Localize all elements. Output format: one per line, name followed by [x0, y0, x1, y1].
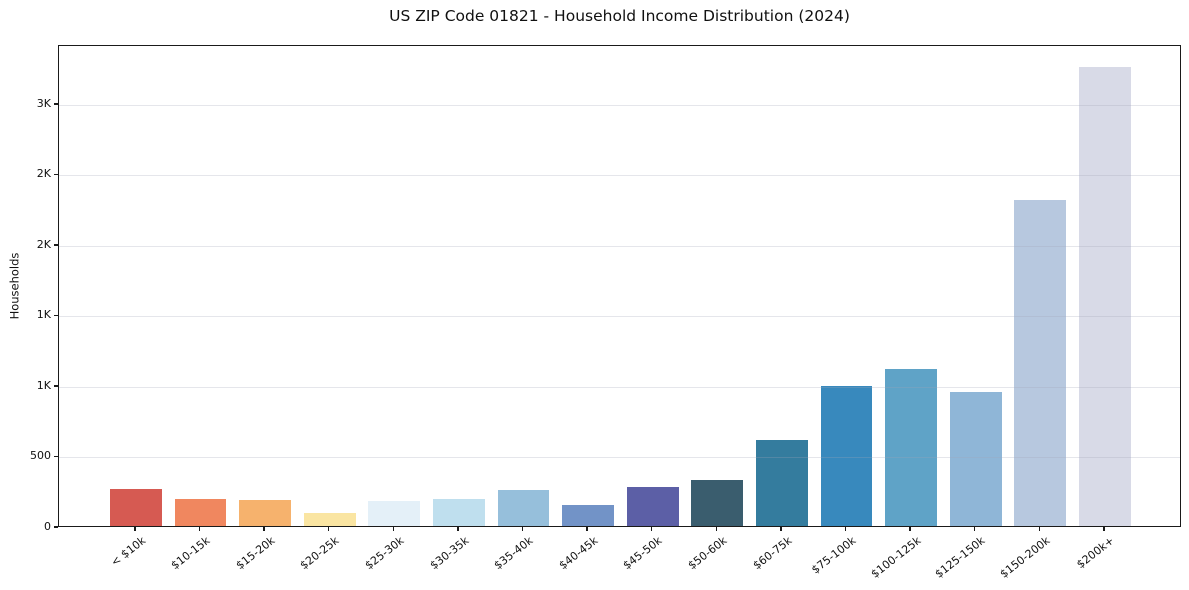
x-tick [973, 527, 976, 531]
bar [497, 490, 550, 526]
x-tick-label: < $10k [108, 534, 148, 569]
bar [368, 501, 421, 526]
x-tick [457, 527, 459, 531]
x-tick [1103, 527, 1105, 531]
x-tick-label: $35-40k [491, 534, 536, 573]
chart-title: US ZIP Code 01821 - Household Income Dis… [389, 7, 850, 25]
y-tick-label: 2K [36, 237, 51, 251]
bar [1079, 67, 1131, 526]
x-tick-label: $50-60k [685, 534, 730, 573]
bar [820, 386, 873, 526]
bar [626, 486, 679, 526]
x-tick [780, 527, 782, 531]
bar [174, 499, 227, 526]
bar [756, 440, 808, 526]
x-tick [521, 527, 524, 531]
x-tick [715, 527, 718, 531]
gridline [59, 104, 1180, 106]
x-tick [650, 527, 653, 531]
bar [562, 504, 614, 526]
x-tick [263, 527, 265, 531]
y-tick-label: 2K [36, 167, 51, 181]
x-tick-label: $75-100k [809, 534, 859, 577]
x-tick-label: $30-35k [427, 534, 471, 573]
y-tick-label: 1K [36, 378, 51, 392]
x-tick [392, 527, 395, 531]
gridline [59, 316, 1180, 318]
x-tick [586, 527, 588, 531]
x-tick [844, 527, 847, 531]
gridline [59, 175, 1180, 177]
y-tick [54, 385, 58, 387]
y-tick [54, 455, 58, 458]
bar [885, 369, 937, 526]
bar [303, 512, 356, 526]
x-tick [327, 527, 330, 531]
y-axis-label-wrap: Households [0, 45, 28, 527]
gridline [59, 457, 1180, 459]
y-tick [54, 173, 58, 176]
bar [1014, 200, 1067, 526]
y-tick-label: 3K [36, 96, 51, 110]
x-tick-label: $20-25k [297, 534, 342, 573]
x-tick-label: $15-20k [233, 534, 278, 573]
bar [949, 391, 1002, 526]
y-tick [54, 244, 58, 246]
bar [239, 500, 291, 526]
bar [691, 480, 744, 526]
y-tick [54, 526, 58, 528]
gridline [59, 386, 1180, 388]
y-tick [54, 314, 58, 317]
x-tick-label: $25-30k [362, 534, 407, 573]
x-tick-label: $125-150k [932, 534, 988, 581]
bar [110, 489, 162, 526]
x-tick-label: $40-45k [556, 534, 601, 573]
plot-area [58, 45, 1181, 527]
x-tick-label: $10-15k [168, 534, 213, 573]
x-tick [909, 527, 911, 531]
x-tick [1038, 527, 1041, 531]
x-tick-label: $45-50k [620, 534, 665, 573]
x-tick-label: $100-125k [868, 534, 924, 581]
y-tick-label: 500 [30, 449, 51, 463]
y-tick-label: 0 [44, 520, 51, 533]
x-tick [198, 527, 201, 531]
y-tick-label: 1K [36, 308, 51, 322]
x-tick-label: $60-75k [750, 534, 794, 573]
y-axis-label: Households [7, 252, 22, 320]
x-tick-label: $150-200k [997, 534, 1053, 581]
gridline [59, 245, 1180, 247]
y-tick [54, 103, 58, 105]
x-tick [134, 527, 136, 531]
bar [433, 499, 485, 526]
x-tick-label: $200k+ [1074, 534, 1117, 572]
